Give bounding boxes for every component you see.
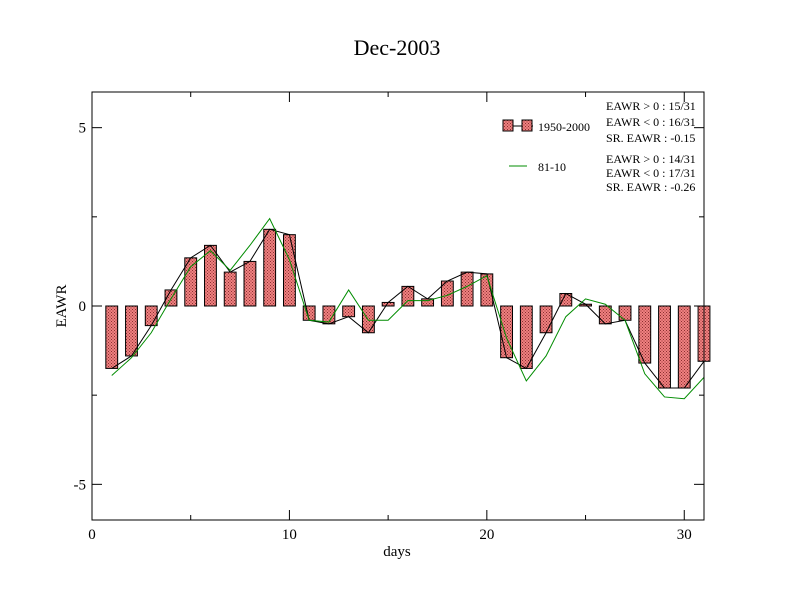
annotation-1950-pos: EAWR > 0 : 15/31 — [606, 99, 696, 113]
bar-day-26 — [598, 305, 612, 325]
legend-label-1950-2000: 1950-2000 — [538, 120, 590, 134]
legend: 1950-2000 81-10 — [502, 119, 590, 174]
bar-day-27 — [618, 305, 632, 321]
legend-label-81-10: 81-10 — [538, 160, 566, 174]
annotation-8110-sr: SR. EAWR : -0.26 — [606, 180, 695, 194]
line-series-81-10 — [111, 217, 705, 400]
bar-day-1 — [105, 305, 119, 369]
x-tick-label: 20 — [479, 527, 494, 543]
x-tick-label: 30 — [677, 527, 692, 543]
bar-day-9 — [263, 228, 277, 307]
axis-ticks: 0 10 20 30 -5 0 5 — [74, 92, 704, 543]
legend-swatch-1950-2000 — [502, 119, 514, 132]
bar-day-13 — [342, 305, 356, 318]
bar-day-21 — [500, 305, 514, 359]
legend-entry-81-10: 81-10 — [509, 160, 566, 174]
legend-entry-1950-2000: 1950-2000 — [502, 119, 590, 134]
y-tick-label: 0 — [79, 299, 87, 315]
bar-day-22 — [519, 305, 533, 369]
x-tick-label: 10 — [282, 527, 297, 543]
bar-day-23 — [539, 305, 553, 334]
bar-day-19 — [460, 271, 474, 307]
legend-swatch-1950-2000-b — [521, 119, 533, 132]
bar-day-8 — [243, 260, 257, 307]
annotation-1950-neg: EAWR < 0 : 16/31 — [606, 115, 696, 129]
chart-title: Dec-2003 — [354, 35, 441, 60]
series-lines — [111, 217, 705, 400]
annotation-8110-pos: EAWR > 0 : 14/31 — [606, 152, 696, 166]
y-tick-label: -5 — [74, 477, 87, 493]
bar-day-30 — [677, 305, 691, 389]
bar-day-2 — [125, 305, 138, 357]
annotation-8110-neg: EAWR < 0 : 17/31 — [606, 166, 696, 180]
x-tick-label: 0 — [88, 527, 96, 543]
bar-day-3 — [144, 305, 158, 327]
annotation-1950-sr: SR. EAWR : -0.15 — [606, 131, 695, 145]
y-axis-label: EAWR — [54, 285, 70, 328]
bar-day-29 — [658, 305, 671, 389]
bar-day-10 — [282, 234, 296, 307]
line-series-1950-2000 — [111, 228, 705, 389]
x-axis-label: days — [383, 544, 411, 560]
stats-annotations: EAWR > 0 : 15/31 EAWR < 0 : 16/31 SR. EA… — [606, 99, 696, 194]
y-tick-label: 5 — [79, 121, 87, 137]
bar-day-7 — [223, 271, 237, 307]
